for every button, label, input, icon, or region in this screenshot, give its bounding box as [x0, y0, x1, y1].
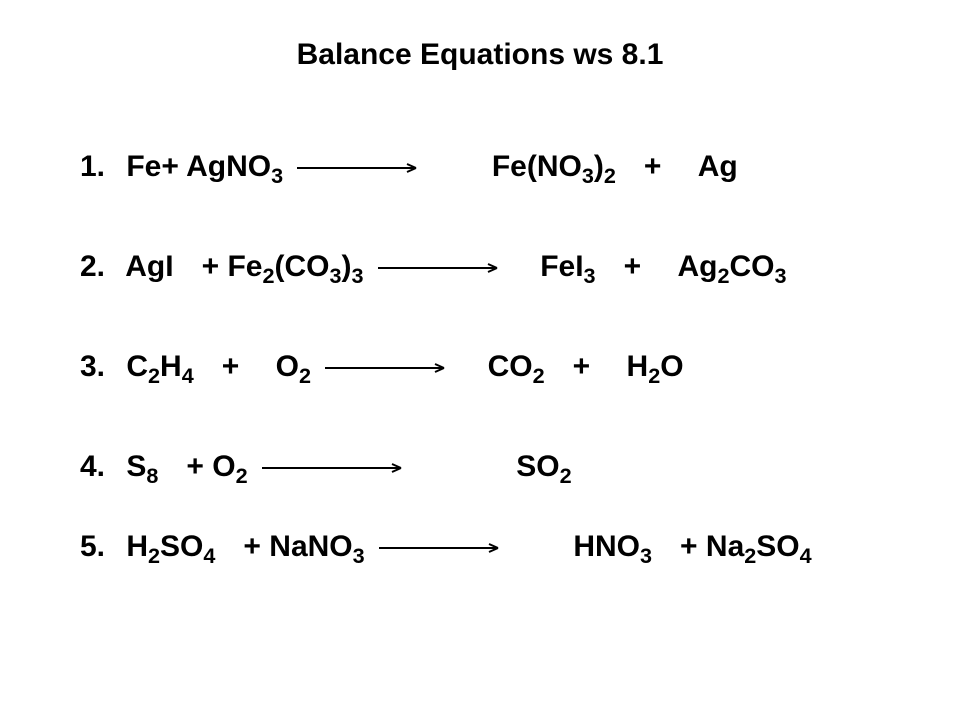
chem-term: Fe(NO3 [492, 150, 594, 183]
chem-term: SO2 [516, 450, 571, 483]
chem-term: )2 [594, 150, 616, 183]
chem-term: H2 [126, 530, 160, 563]
chem-term: O2 [276, 350, 311, 383]
reaction-arrow-icon [325, 361, 445, 375]
equation-1: 1. Fe+ AgNO3 Fe(NO3)2+ Ag [80, 150, 738, 184]
chem-term: H2 [627, 350, 661, 383]
chem-term: Ag2 [677, 250, 729, 283]
equation-5: 5. H2SO4+ NaNO3 HNO3+ Na2SO4 [80, 530, 812, 564]
plus-sign: + [624, 250, 642, 283]
reaction-arrow-icon [297, 161, 417, 175]
chem-term: Fe2 [227, 250, 274, 283]
chem-term: )3 [341, 250, 363, 283]
chem-term: Fe [126, 150, 161, 183]
chem-term: HNO3 [573, 530, 652, 563]
plus-sign: + [573, 350, 591, 383]
chem-term: CO2 [488, 350, 545, 383]
chem-term: O [660, 350, 683, 383]
chem-term: CO3 [729, 250, 786, 283]
plus-sign: + [222, 350, 240, 383]
chem-term: Ag [698, 150, 738, 183]
worksheet-page: Balance Equations ws 8.1 1. Fe+ AgNO3 Fe… [0, 0, 960, 720]
equation-4: 4. S8 + O2 SO2 [80, 450, 572, 484]
plus-sign: + [186, 450, 204, 483]
chem-term: H4 [160, 350, 194, 383]
chem-term: O2 [212, 450, 247, 483]
reaction-arrow-icon [262, 461, 402, 475]
chem-term: AgNO3 [186, 150, 283, 183]
equation-number: 4. [80, 450, 118, 484]
plus-sign: + [161, 150, 179, 183]
page-title: Balance Equations ws 8.1 [0, 38, 960, 72]
reaction-arrow-icon [379, 541, 499, 555]
plus-sign: + [680, 530, 698, 563]
chem-term: (CO3 [274, 250, 341, 283]
chem-term: SO4 [160, 530, 215, 563]
chem-term: FeI3 [540, 250, 595, 283]
equation-number: 1. [80, 150, 118, 184]
chem-term: NaNO3 [269, 530, 364, 563]
chem-term: S8 [126, 450, 158, 483]
plus-sign: + [644, 150, 662, 183]
plus-sign: + [243, 530, 261, 563]
equation-number: 2. [80, 250, 118, 284]
chem-term: AgI [125, 250, 173, 283]
chem-term: C2 [126, 350, 160, 383]
equation-3: 3. C2H4 + O2 CO2 + H2O [80, 350, 684, 384]
equation-2: 2. AgI + Fe2(CO3)3 FeI3 + Ag2CO3 [80, 250, 786, 284]
chem-term: Na2 [706, 530, 756, 563]
equation-number: 3. [80, 350, 118, 384]
equation-number: 5. [80, 530, 118, 564]
chem-term: SO4 [756, 530, 811, 563]
plus-sign: + [202, 250, 220, 283]
reaction-arrow-icon [378, 261, 498, 275]
